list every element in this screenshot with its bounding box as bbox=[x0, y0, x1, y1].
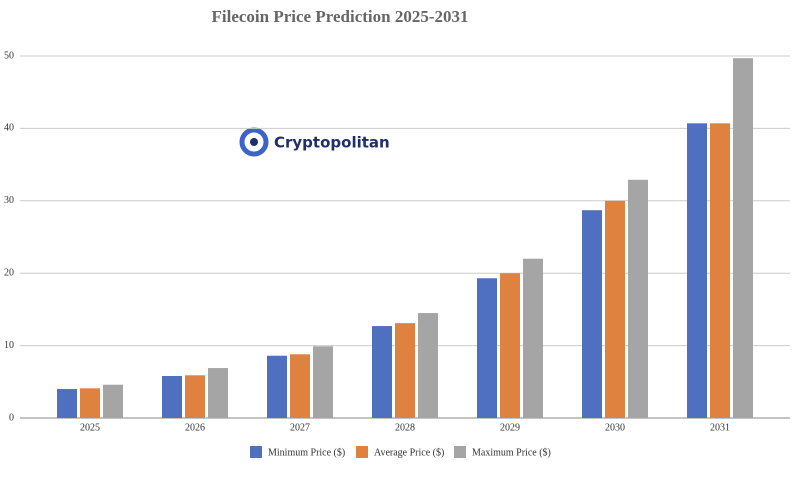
legend-label: Minimum Price ($) bbox=[268, 447, 345, 458]
logo-dot bbox=[250, 138, 258, 146]
logo-ring bbox=[239, 127, 269, 157]
bar bbox=[372, 326, 392, 418]
bar bbox=[267, 355, 287, 418]
bar bbox=[582, 210, 602, 418]
bar bbox=[523, 258, 543, 418]
y-tick-label: 30 bbox=[4, 195, 14, 206]
bar bbox=[208, 368, 228, 418]
legend-swatch bbox=[250, 446, 262, 458]
y-tick-label: 0 bbox=[9, 412, 14, 423]
bar bbox=[477, 278, 497, 418]
y-tick-label: 50 bbox=[4, 50, 14, 61]
legend-label: Maximum Price ($) bbox=[472, 447, 551, 458]
x-tick-label: 2031 bbox=[710, 422, 730, 433]
bar bbox=[687, 123, 707, 418]
bar bbox=[103, 384, 123, 418]
x-tick-label: 2028 bbox=[395, 422, 415, 433]
watermark-logo: Cryptopolitan bbox=[239, 127, 390, 157]
bar bbox=[628, 179, 648, 418]
watermark-text: Cryptopolitan bbox=[274, 134, 390, 152]
x-tick-label: 2027 bbox=[290, 422, 310, 433]
x-tick-label: 2026 bbox=[185, 422, 205, 433]
legend-label: Average Price ($) bbox=[374, 447, 444, 458]
y-tick-label: 40 bbox=[4, 123, 14, 134]
x-tick-label: 2029 bbox=[500, 422, 520, 433]
bar bbox=[185, 375, 205, 418]
bar bbox=[710, 123, 730, 418]
x-tick-label: 2030 bbox=[605, 422, 625, 433]
bar bbox=[57, 389, 77, 418]
y-tick-label: 20 bbox=[4, 267, 14, 278]
bar bbox=[290, 354, 310, 418]
chart-title: Filecoin Price Prediction 2025-2031 bbox=[212, 7, 469, 26]
legend-swatch bbox=[454, 446, 466, 458]
bar bbox=[605, 200, 625, 418]
bar bbox=[418, 313, 438, 418]
bar bbox=[733, 58, 753, 419]
bar bbox=[395, 323, 415, 418]
bar bbox=[313, 346, 333, 418]
x-tick-label: 2025 bbox=[80, 422, 100, 433]
bar bbox=[500, 273, 520, 418]
bar bbox=[162, 376, 182, 418]
y-tick-label: 10 bbox=[4, 340, 14, 351]
legend-swatch bbox=[356, 446, 368, 458]
bar bbox=[80, 388, 100, 418]
